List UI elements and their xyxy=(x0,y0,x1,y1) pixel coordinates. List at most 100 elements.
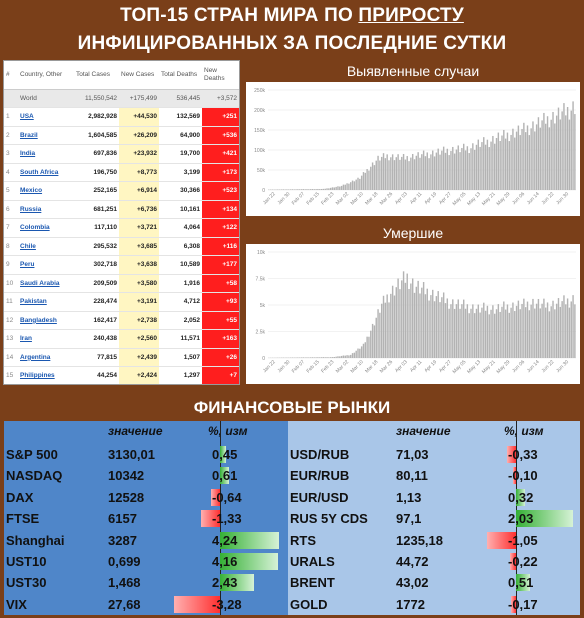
bar xyxy=(453,308,456,358)
bar xyxy=(444,152,447,190)
covid-table: # Country, Other Total Cases New Cases Total… xyxy=(3,60,240,385)
x-tick-label: May 13 xyxy=(466,359,482,375)
pct-change: 2,03 xyxy=(508,511,534,527)
bar xyxy=(280,189,283,190)
bar xyxy=(464,308,467,358)
table-row: 7 Colombia 117,110 +3,721 4,064 +122 xyxy=(4,218,239,238)
col-header-2[interactable]: Total Cases xyxy=(74,61,119,90)
bar xyxy=(515,305,518,358)
bar xyxy=(382,153,385,190)
bar xyxy=(395,157,397,190)
bar xyxy=(563,103,565,190)
bar xyxy=(495,309,498,358)
bar xyxy=(426,152,428,190)
country-link[interactable]: Bangladesh xyxy=(18,311,74,330)
pct-change: 0,51 xyxy=(508,575,534,591)
bar xyxy=(446,148,449,190)
bar xyxy=(517,300,520,358)
bar xyxy=(524,132,527,190)
bar xyxy=(308,189,310,190)
instrument-name: Shanghai xyxy=(6,532,65,548)
country-link[interactable]: Saudi Arabia xyxy=(18,274,74,293)
positive-change-bar xyxy=(220,467,229,485)
col-header-5[interactable]: New Deaths xyxy=(202,61,239,90)
country-link[interactable]: South Africa xyxy=(18,163,74,182)
bar xyxy=(481,307,483,358)
negative-change-bar xyxy=(201,510,220,528)
col-header-3[interactable]: New Cases xyxy=(119,61,159,90)
rank-cell: 14 xyxy=(4,348,18,367)
bar xyxy=(428,300,430,358)
bar xyxy=(386,294,388,358)
col-header-0[interactable]: # xyxy=(4,61,18,90)
country-link[interactable]: Mexico xyxy=(18,181,74,201)
bar xyxy=(419,157,421,190)
bar xyxy=(526,301,529,358)
instrument-name: FTSE xyxy=(6,511,40,527)
country-link[interactable]: Iran xyxy=(18,329,74,349)
bar xyxy=(566,106,569,190)
bar xyxy=(408,161,410,190)
bar xyxy=(450,304,452,358)
bar xyxy=(439,154,441,190)
pct-change: -1,05 xyxy=(508,532,538,548)
col-pct-header: %, изм xyxy=(208,424,248,438)
rank-cell: 2 xyxy=(4,126,18,145)
table-row: 8 Chile 295,532 +3,685 6,308 +116 xyxy=(4,237,239,256)
col-header-1[interactable]: Country, Other xyxy=(18,61,74,90)
col-header-4[interactable]: Total Deaths xyxy=(159,61,202,90)
bar xyxy=(432,150,434,190)
instrument-value: 27,68 xyxy=(108,596,141,612)
country-link[interactable]: Argentina xyxy=(18,348,74,367)
bar xyxy=(484,310,487,358)
bar xyxy=(404,159,407,190)
bar xyxy=(561,111,563,190)
new-deaths-cell: +173 xyxy=(202,163,239,182)
country-link[interactable]: Chile xyxy=(18,237,74,256)
bar xyxy=(543,298,545,358)
instrument-value: 1,13 xyxy=(396,489,422,505)
instrument-value: 43,02 xyxy=(396,575,429,591)
bar xyxy=(313,189,315,190)
bar xyxy=(475,144,478,190)
country-link[interactable]: Pakistan xyxy=(18,292,74,312)
country-link[interactable]: Colombia xyxy=(18,218,74,238)
bar xyxy=(463,299,465,358)
new-deaths-cell: +26 xyxy=(202,348,239,367)
new-deaths-cell: +58 xyxy=(202,274,239,293)
total-deaths-cell: 2,052 xyxy=(159,311,202,330)
country-link[interactable]: Brazil xyxy=(18,126,74,145)
table-row: 9 Peru 302,718 +3,638 10,589 +177 xyxy=(4,255,239,275)
instrument-name: RUS 5Y CDS xyxy=(290,511,368,527)
new-deaths-cell: +163 xyxy=(202,329,239,349)
instrument-name: S&P 500 xyxy=(6,447,58,462)
instrument-value: 10342 xyxy=(108,468,145,484)
bar xyxy=(470,308,472,358)
country-link[interactable]: Russia xyxy=(18,200,74,219)
bar xyxy=(570,110,572,190)
total-cases-cell: 697,836 xyxy=(74,144,119,164)
new-cases-cell: +3,721 xyxy=(119,218,159,238)
bar xyxy=(298,189,301,190)
country-link[interactable]: Peru xyxy=(18,255,74,275)
positive-change-bar xyxy=(516,488,525,506)
bar xyxy=(319,189,321,190)
table-row: 4 South Africa 196,750 +8,773 3,199 +173 xyxy=(4,163,239,182)
instrument-value: 1,468 xyxy=(108,575,141,591)
bar xyxy=(541,303,543,358)
instrument-name: VIX xyxy=(6,596,27,612)
x-tick-label: May 05 xyxy=(452,191,468,207)
bar-axis xyxy=(220,421,221,615)
country-link: World xyxy=(18,89,74,108)
instrument-value: 71,03 xyxy=(396,447,429,462)
bar xyxy=(453,153,456,190)
bar xyxy=(413,159,416,190)
positive-change-bar xyxy=(220,552,279,570)
country-link[interactable]: India xyxy=(18,144,74,164)
new-deaths-cell: +55 xyxy=(202,311,239,330)
country-link[interactable]: USA xyxy=(18,107,74,127)
new-cases-cell: +3,580 xyxy=(119,274,159,293)
bar xyxy=(472,143,474,190)
bar xyxy=(326,357,328,358)
country-link[interactable]: Philippines xyxy=(18,366,74,384)
